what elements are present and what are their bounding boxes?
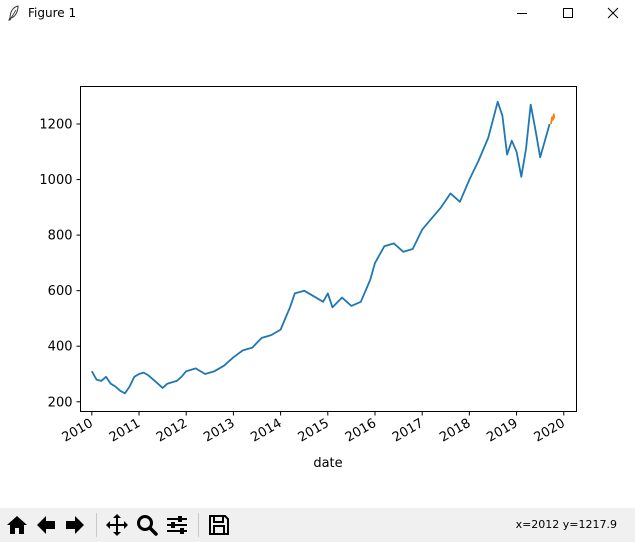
save-floppy-icon [209, 515, 229, 535]
series-line-0 [91, 100, 551, 395]
x-tick-label: 2012 [154, 416, 190, 446]
pan-move-icon [106, 514, 128, 536]
series-line-1 [550, 113, 556, 125]
home-button[interactable] [3, 511, 31, 539]
figure-canvas[interactable]: 200 400 600 800 1000 1200 2010 2011 2012 2013 201… [0, 26, 635, 508]
x-tick-label: 2013 [201, 416, 237, 446]
x-tick-label: 2020 [532, 416, 568, 446]
cursor-coordinates: x=2012 y=1217.9 [515, 518, 617, 531]
forward-arrow-icon [66, 516, 84, 534]
x-axis-label: date [313, 456, 342, 471]
pan-button[interactable] [103, 511, 131, 539]
y-tick-label: 1000 [39, 173, 72, 188]
close-icon [607, 7, 619, 19]
y-tick-label: 200 [48, 395, 73, 410]
toolbar-separator [96, 513, 97, 537]
back-arrow-icon [37, 516, 55, 534]
zoom-magnifier-icon [137, 515, 158, 536]
window-title: Figure 1 [28, 6, 77, 20]
series-layer [91, 100, 556, 395]
y-tick-label: 600 [48, 284, 73, 299]
x-axis-ticks: 2010 2011 2012 2013 2014 2015 2016 2017 2018 2019… [60, 411, 568, 446]
x-tick-label: 2014 [248, 416, 284, 446]
x-tick-label: 2018 [437, 416, 473, 446]
forward-button[interactable] [61, 511, 89, 539]
close-button[interactable] [590, 0, 635, 26]
x-tick-label: 2010 [60, 416, 96, 446]
home-icon [7, 516, 27, 534]
minimize-button[interactable] [499, 0, 545, 26]
configure-subplots-icon [167, 516, 187, 534]
feather-icon [8, 5, 19, 21]
toolbar-separator [198, 513, 199, 537]
x-tick-label: 2016 [343, 416, 379, 446]
y-tick-label: 800 [48, 229, 73, 244]
save-button[interactable] [205, 511, 233, 539]
zoom-button[interactable] [133, 511, 161, 539]
back-button[interactable] [32, 511, 60, 539]
subplots-button[interactable] [163, 511, 191, 539]
x-tick-label: 2017 [390, 416, 426, 446]
y-tick-label: 400 [48, 340, 73, 355]
maximize-icon [563, 8, 573, 18]
window-titlebar[interactable]: Figure 1 [0, 0, 635, 26]
x-tick-label: 2019 [484, 416, 520, 446]
y-tick-label: 1200 [39, 118, 72, 133]
maximize-button[interactable] [545, 0, 591, 26]
x-tick-label: 2011 [107, 416, 143, 446]
navigation-toolbar: x=2012 y=1217.9 [0, 508, 635, 542]
y-axis-ticks: 200 400 600 800 1000 1200 [39, 118, 81, 410]
x-tick-label: 2015 [296, 416, 332, 446]
minimize-icon [517, 13, 527, 14]
plot-frame [80, 86, 577, 412]
